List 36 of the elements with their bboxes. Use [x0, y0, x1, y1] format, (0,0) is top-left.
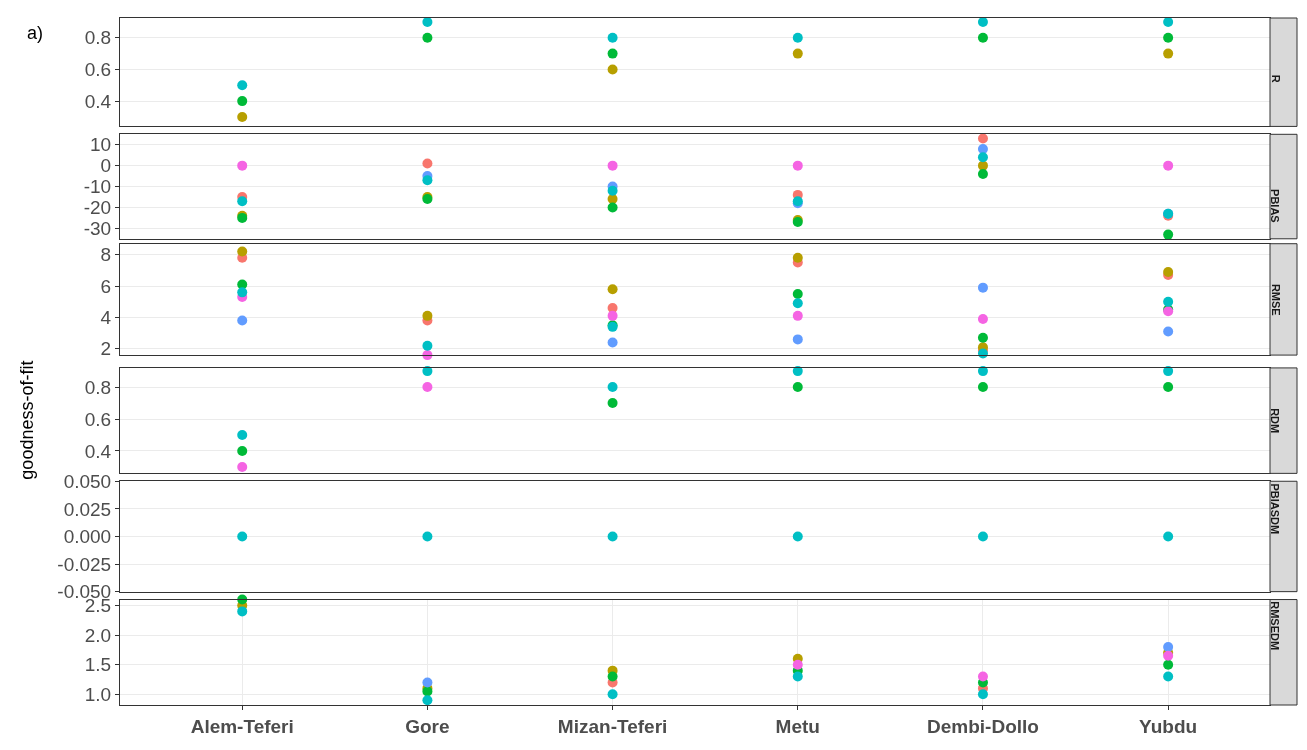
text: PBIAS [1269, 189, 1282, 223]
y-tick-label: 1.5 [84, 654, 112, 676]
y-tick-label: 6 [100, 275, 112, 297]
x-tick-label: Mizan-Teferi [557, 715, 668, 737]
text: PBIASDM [1269, 483, 1282, 535]
text: RDM [1269, 408, 1282, 434]
text: RMSEDM [1269, 601, 1282, 651]
y-tick-label: 2 [100, 338, 112, 360]
y-tick-label: 0 [100, 155, 112, 177]
y-tick-label: 8 [100, 244, 112, 266]
text: R [1269, 74, 1282, 83]
y-tick-label: 0.4 [84, 90, 112, 112]
y-tick-label: 0.6 [84, 59, 112, 81]
y-tick-label: 0.6 [84, 408, 112, 430]
y-tick-label: 0.025 [63, 498, 112, 520]
y-tick-label: 0.050 [63, 470, 112, 492]
y-tick-label: 1.0 [84, 683, 112, 705]
y-tick-label: -10 [83, 176, 112, 198]
y-tick-label: 0.8 [84, 27, 112, 49]
x-tick-label: Alem-Teferi [190, 715, 294, 737]
y-tick-label: -0.025 [57, 553, 112, 575]
x-tick-label: Yubdu [1139, 715, 1198, 737]
y-tick-label: 2.0 [84, 624, 112, 646]
x-tick-label: Dembi-Dollo [927, 715, 1039, 737]
y-tick-label: -20 [83, 197, 112, 219]
y-tick-label: -30 [83, 217, 112, 239]
x-tick-label: Metu [775, 715, 820, 737]
y-tick-label: 0.000 [63, 526, 112, 548]
y-tick-label: 10 [90, 134, 112, 156]
text: a) [27, 23, 44, 43]
y-tick-label: 4 [100, 307, 112, 329]
y-tick-label: 0.4 [84, 440, 112, 462]
y-axis-title: goodness-of-fit [17, 360, 38, 480]
y-tick-label: 0.8 [84, 376, 112, 398]
x-tick-label: Gore [405, 715, 450, 737]
text: RMSE [1269, 283, 1282, 316]
